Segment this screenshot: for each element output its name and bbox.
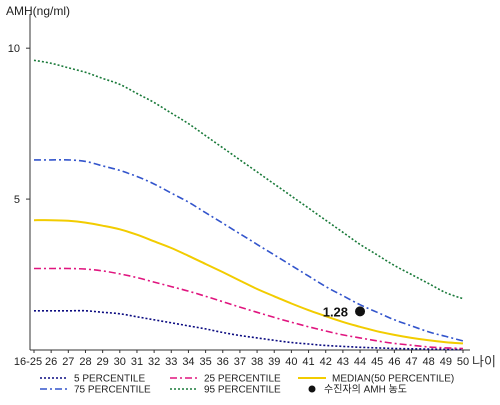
legend-label: 95 PERCENTILE (204, 385, 281, 396)
x-tick-label: 38 (251, 356, 263, 368)
x-tick-label: 45 (371, 356, 383, 368)
axes: AMH(ng/ml) 5 10 16-25 26 27 28 29 30 31 32 33 34 35 36… (6, 4, 496, 369)
legend-label: MEDIAN(50 PERCENTILE) (332, 374, 454, 385)
legend-label: 25 PERCENTILE (204, 374, 281, 385)
x-tick-label: 50 (457, 356, 469, 368)
x-tick-label: 32 (148, 356, 160, 368)
y-tick-label: 10 (8, 43, 20, 55)
y-axis-title: AMH(ng/ml) (6, 4, 70, 18)
legend-marker-label: 수진자의 AMH 농도 (324, 384, 407, 396)
marker-layer: 1.28 (323, 304, 366, 319)
series-line-75-percentile (34, 158, 464, 342)
x-tick-label: 34 (182, 356, 194, 368)
x-tick-label: 47 (405, 356, 417, 368)
x-tick-label: 48 (423, 356, 435, 368)
x-tick-label: 30 (114, 356, 126, 368)
legend-label: 75 PERCENTILE (74, 385, 151, 396)
series-layer (33, 59, 464, 351)
x-tick-label: 40 (285, 356, 297, 368)
series-line-95-percentile (33, 59, 464, 300)
x-tick-label: 16-25 (14, 356, 42, 368)
x-tick-label: 35 (199, 356, 211, 368)
x-tick-label: 26 (45, 356, 57, 368)
patient-amh-label: 1.28 (323, 304, 348, 319)
series-line-5-percentile (34, 309, 463, 351)
legend: 5 PERCENTILE 25 PERCENTILE MEDIAN(50 PERCE… (40, 374, 454, 396)
x-tick-label: 31 (131, 356, 143, 368)
x-tick-label: 28 (79, 356, 91, 368)
x-tick-label: 36 (217, 356, 229, 368)
series-line-median-50-percentile (33, 219, 464, 345)
x-axis-title: 나이 (472, 354, 496, 369)
x-tick-label: 37 (234, 356, 246, 368)
x-tick-label: 43 (337, 356, 349, 368)
x-tick-label: 41 (302, 356, 314, 368)
patient-amh-point (355, 306, 366, 317)
legend-label: 5 PERCENTILE (74, 374, 145, 385)
x-tick-label: 44 (354, 356, 366, 368)
x-tick-label: 42 (320, 356, 332, 368)
x-tick-label: 39 (268, 356, 280, 368)
x-tick-label: 27 (62, 356, 74, 368)
x-tick-label: 29 (97, 356, 109, 368)
y-tick-label: 5 (14, 194, 20, 206)
x-tick-label: 46 (388, 356, 400, 368)
series-line-25-percentile (34, 267, 464, 350)
x-tick-label: 33 (165, 356, 177, 368)
x-tick-label: 49 (440, 356, 452, 368)
legend-marker-swatch (308, 385, 316, 393)
